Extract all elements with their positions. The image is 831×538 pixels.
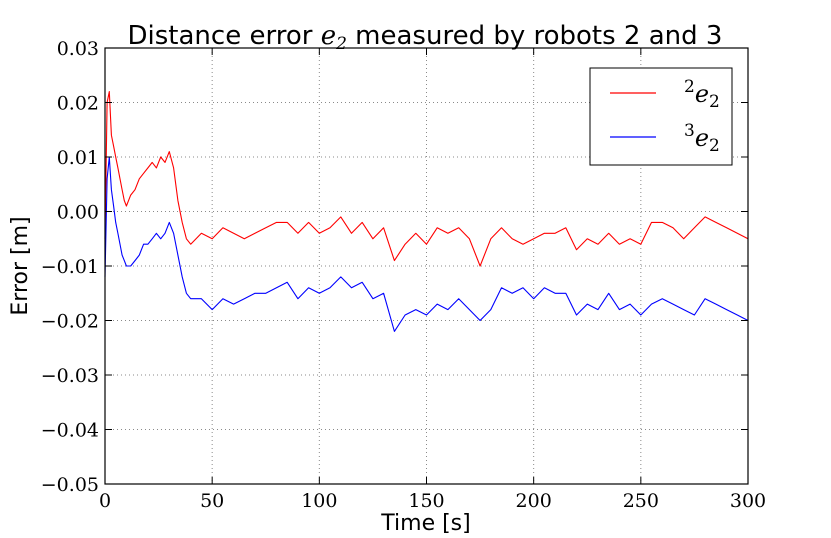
y-tick-label: 0.01	[57, 147, 99, 169]
series-line-1	[104, 91, 749, 267]
series-layer	[104, 91, 749, 332]
series-line-2	[104, 156, 749, 332]
y-tick-label: −0.02	[41, 311, 99, 333]
y-tick-label: −0.03	[41, 365, 99, 387]
y-tick-label: −0.04	[41, 420, 99, 442]
x-tick-label: 200	[516, 490, 552, 512]
x-tick-label: 300	[730, 490, 766, 512]
x-tick-label: 0	[99, 490, 111, 512]
y-tick-label: 0.03	[57, 38, 99, 60]
legend-label-series-2: 3e2	[684, 121, 720, 156]
legend: 2e2 3e2	[589, 67, 733, 166]
legend-label-series-1: 2e2	[684, 77, 720, 112]
y-tick-label: 0.02	[57, 93, 99, 115]
x-tick-label: 100	[301, 490, 337, 512]
x-axis-label: Time [s]	[380, 511, 470, 536]
x-tick-label: 50	[200, 490, 224, 512]
y-tick-label: −0.01	[41, 256, 99, 278]
y-axis-label: Error [m]	[8, 216, 33, 315]
legend-box	[589, 67, 733, 166]
y-tick-label: 0.00	[57, 202, 99, 224]
ticks: 0 50 100 150 200 250 300 0.03 0.02 0.01 0.00 −0.01 −…	[41, 38, 766, 512]
x-tick-label: 150	[408, 490, 444, 512]
x-tick-label: 250	[623, 490, 659, 512]
y-tick-label: −0.05	[41, 474, 99, 496]
chart-title: Distance error e2 measured by robots 2 a…	[128, 21, 723, 54]
